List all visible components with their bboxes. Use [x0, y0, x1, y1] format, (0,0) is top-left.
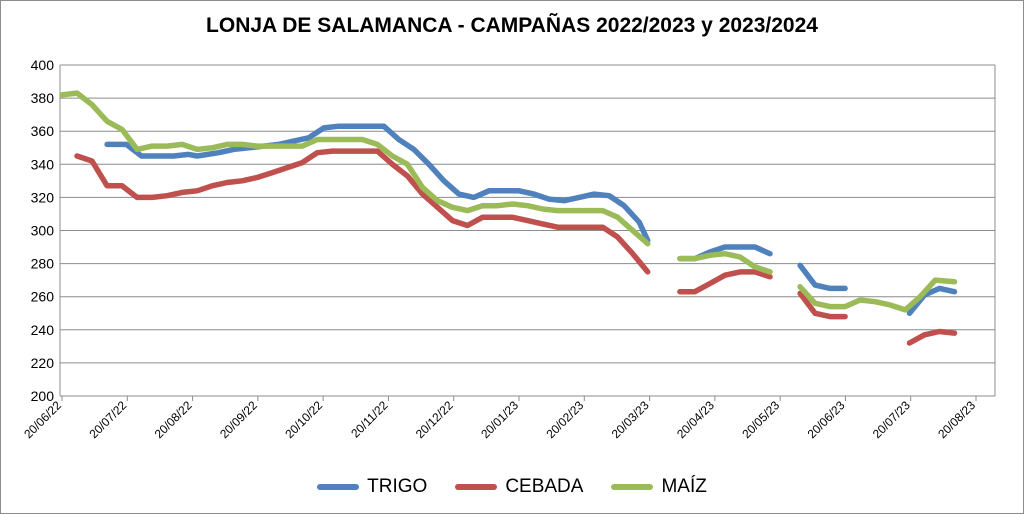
- y-tick-label: 260: [31, 289, 55, 305]
- legend-label-maiz: MAÍZ: [661, 476, 707, 497]
- legend-label-trigo: TRIGO: [367, 476, 428, 497]
- series-line-maiz: [797, 277, 958, 313]
- y-tick-label: 220: [31, 355, 55, 371]
- y-tick-labels: 200 220 240 260 280 300 320 340 360 380 400: [31, 57, 55, 404]
- gridlines: [60, 64, 995, 364]
- x-tick-label: 20/07/23: [870, 398, 913, 441]
- x-tick-label: 20/12/22: [413, 398, 456, 441]
- x-tick-label: 20/06/22: [21, 398, 64, 441]
- y-tick-label: 400: [31, 57, 55, 73]
- y-tick-label: 240: [31, 322, 55, 338]
- legend: TRIGO CEBADA MAÍZ: [0, 476, 1024, 498]
- series-line-trigo: [104, 123, 651, 244]
- series-line-trigo: [797, 262, 848, 292]
- axes: [59, 65, 996, 401]
- series-line-trigo: [906, 285, 958, 317]
- x-tick-label: 20/11/22: [348, 398, 391, 441]
- legend-swatch-cebada: [455, 484, 498, 490]
- x-tick-label: 20/10/22: [282, 398, 325, 441]
- x-tick-label: 20/01/23: [478, 398, 521, 441]
- legend-swatch-maiz: [611, 484, 654, 490]
- chart-title: LONJA DE SALAMANCA - CAMPAÑAS 2022/2023 …: [206, 14, 818, 37]
- y-tick-label: 380: [31, 90, 55, 106]
- y-tick-label: 200: [31, 388, 55, 404]
- legend-item-maiz: MAÍZ: [611, 476, 707, 498]
- series-line-cebada: [677, 269, 773, 295]
- series-line-cebada: [906, 328, 958, 346]
- x-tick-label: 20/07/22: [86, 398, 129, 441]
- x-tick-label: 20/08/22: [152, 398, 195, 441]
- series-line-cebada: [74, 148, 651, 275]
- y-tick-label: 300: [31, 223, 55, 239]
- x-tick-labels: 20/06/22 20/07/22 20/08/22 20/09/22 20/10/22…: [21, 398, 978, 441]
- legend-item-trigo: TRIGO: [317, 476, 427, 498]
- x-tick-label: 20/08/23: [935, 398, 978, 441]
- legend-item-cebada: CEBADA: [455, 476, 583, 498]
- x-tick-label: 20/03/23: [609, 398, 652, 441]
- series-line-maiz: [59, 90, 651, 247]
- y-tick-label: 320: [31, 189, 55, 205]
- legend-label-cebada: CEBADA: [505, 476, 584, 497]
- y-tick-label: 280: [31, 256, 55, 272]
- legend-swatch-trigo: [317, 484, 360, 490]
- series-lines: [59, 90, 958, 346]
- x-tick-label: 20/02/23: [543, 398, 586, 441]
- x-tick-label: 20/09/22: [217, 398, 260, 441]
- series-line-maiz: [677, 250, 773, 275]
- y-tick-label: 360: [31, 123, 55, 139]
- y-tick-label: 340: [31, 156, 55, 172]
- series-line-cebada: [797, 290, 848, 320]
- x-tick-label: 20/05/23: [739, 398, 782, 441]
- x-tick-label: 20/06/23: [805, 398, 848, 441]
- x-tick-label: 20/04/23: [674, 398, 717, 441]
